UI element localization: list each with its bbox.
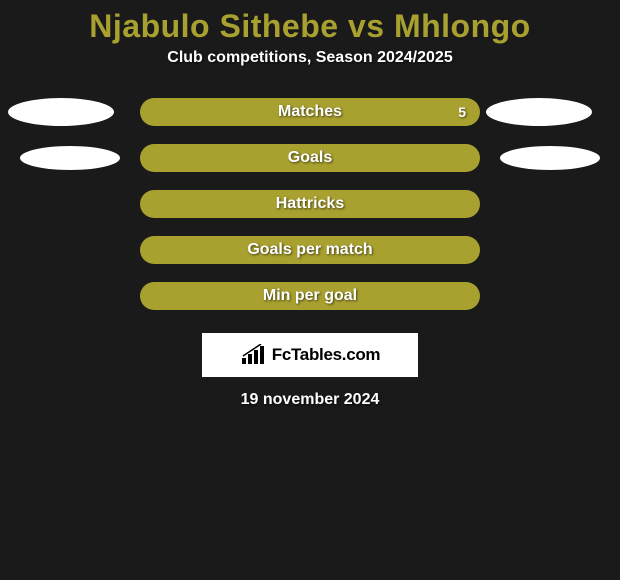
stat-label: Goals per match — [247, 241, 372, 259]
row-hattricks: Hattricks — [0, 181, 620, 227]
date-label: 19 november 2024 — [0, 391, 620, 409]
logo: FcTables.com — [240, 344, 381, 366]
stat-bar: Goals — [140, 144, 480, 172]
page-title: Njabulo Sithebe vs Mhlongo — [0, 0, 620, 49]
right-ellipse-icon — [486, 98, 592, 126]
stat-label: Matches — [278, 103, 342, 121]
stat-value: 5 — [458, 104, 466, 120]
row-goals: Goals — [0, 135, 620, 181]
logo-text: FcTables.com — [272, 345, 381, 365]
stat-label: Hattricks — [276, 195, 344, 213]
stat-label: Goals — [288, 149, 332, 167]
left-ellipse-icon — [8, 98, 114, 126]
stat-bar: Min per goal — [140, 282, 480, 310]
stat-bar: Goals per match — [140, 236, 480, 264]
right-ellipse-icon — [500, 146, 600, 170]
stat-bar: Hattricks — [140, 190, 480, 218]
stat-label: Min per goal — [263, 287, 357, 305]
row-min-per-goal: Min per goal — [0, 273, 620, 319]
comparison-rows: Matches 5 Goals Hattricks Goals per matc… — [0, 89, 620, 319]
chart-icon — [240, 344, 268, 366]
logo-box: FcTables.com — [202, 333, 418, 377]
left-ellipse-icon — [20, 146, 120, 170]
stat-bar: Matches 5 — [140, 98, 480, 126]
row-matches: Matches 5 — [0, 89, 620, 135]
page-subtitle: Club competitions, Season 2024/2025 — [0, 49, 620, 89]
row-goals-per-match: Goals per match — [0, 227, 620, 273]
